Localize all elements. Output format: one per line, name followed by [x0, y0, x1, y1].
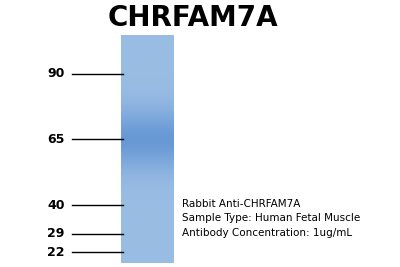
Text: Antibody Concentration: 1ug/mL: Antibody Concentration: 1ug/mL [182, 228, 352, 238]
Text: Rabbit Anti-CHRFAM7A: Rabbit Anti-CHRFAM7A [182, 199, 300, 209]
Text: 40: 40 [47, 199, 65, 211]
Text: Sample Type: Human Fetal Muscle: Sample Type: Human Fetal Muscle [182, 213, 360, 223]
Text: 65: 65 [47, 133, 65, 146]
Text: 90: 90 [47, 67, 65, 80]
Text: 29: 29 [47, 227, 65, 241]
Text: 22: 22 [47, 246, 65, 259]
Title: CHRFAM7A: CHRFAM7A [108, 4, 278, 32]
